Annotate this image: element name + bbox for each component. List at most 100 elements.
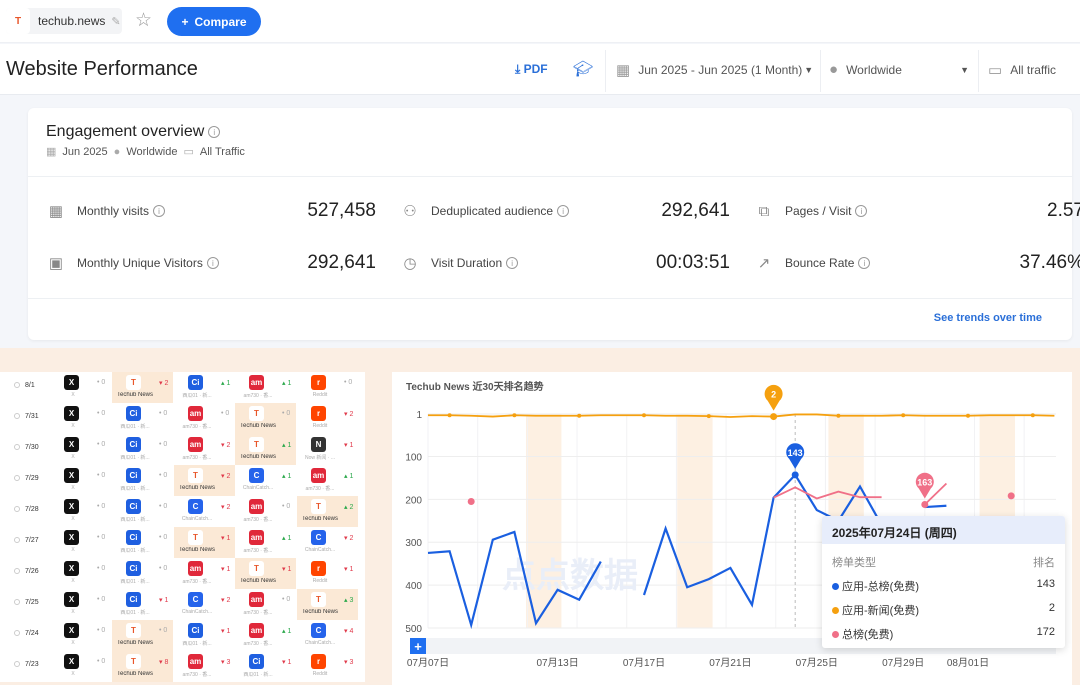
rank-cell[interactable]: am am730 · 香... ▴ 1: [235, 372, 296, 403]
rank-cell[interactable]: T Techub News • 0: [235, 403, 296, 434]
rank-cell[interactable]: am am730 · 香... • 0: [174, 403, 235, 434]
info-icon[interactable]: i: [858, 257, 871, 269]
rank-cell[interactable]: Ci 西瓜01 · 新... • 0: [112, 403, 173, 434]
rank-cell[interactable]: r Reddit • 0: [297, 372, 358, 403]
date-label: 7/28: [25, 506, 39, 513]
rank-cell[interactable]: T Techub News ▾ 2: [112, 372, 173, 403]
checkbox[interactable]: [14, 661, 20, 668]
rank-cell[interactable]: am am730 · 香... ▾ 1: [174, 558, 235, 589]
metric-value: 37.46%: [1019, 252, 1080, 273]
rank-cell[interactable]: am am730 · 香... • 0: [235, 496, 296, 527]
site-chip[interactable]: T techub.news ✎: [6, 8, 122, 34]
devices-icon: ▭: [988, 62, 1003, 79]
rank-cell[interactable]: X X • 0: [50, 558, 111, 589]
rank-cell[interactable]: C ChainCatch... ▾ 2: [174, 589, 235, 620]
graduation-cap-icon[interactable]: 🎓︎: [573, 61, 594, 78]
rank-cell[interactable]: X X • 0: [50, 527, 111, 558]
metric-label: Monthly Unique Visitors: [77, 256, 203, 270]
checkbox[interactable]: [14, 568, 20, 575]
info-icon[interactable]: i: [208, 125, 221, 138]
info-icon[interactable]: i: [153, 205, 166, 217]
rank-cell[interactable]: Ci 西瓜01 · 新... ▾ 1: [112, 589, 173, 620]
checkbox[interactable]: [14, 382, 20, 389]
row-date[interactable]: 8/1: [14, 382, 35, 389]
rank-cell[interactable]: T Techub News ▴ 1: [235, 434, 296, 465]
row-date[interactable]: 7/24: [14, 630, 39, 637]
rank-cell[interactable]: Ci 西瓜01 · 新... • 0: [112, 434, 173, 465]
rank-cell[interactable]: C ChainCatch... ▾ 2: [174, 496, 235, 527]
rank-cell[interactable]: T Techub News • 0: [112, 620, 173, 651]
rank-cell[interactable]: Ci 西瓜01 · 新... • 0: [112, 558, 173, 589]
row-date[interactable]: 7/31: [14, 413, 39, 420]
info-icon[interactable]: i: [557, 205, 570, 217]
checkbox[interactable]: [14, 537, 20, 544]
slider-handle[interactable]: [410, 638, 426, 654]
rank-cell[interactable]: Ci 西瓜01 · 新... ▾ 1: [235, 651, 296, 682]
compare-button[interactable]: + Compare: [167, 7, 261, 36]
rank-cell[interactable]: X X • 0: [50, 465, 111, 496]
change-down-icon: ▾: [344, 628, 348, 635]
row-date[interactable]: 7/25: [14, 599, 39, 606]
rank-cell[interactable]: T Techub News ▴ 2: [297, 496, 358, 527]
rank-cell[interactable]: C ChainCatch... ▴ 1: [235, 465, 296, 496]
info-icon[interactable]: i: [506, 257, 519, 269]
row-date[interactable]: 7/28: [14, 506, 39, 513]
checkbox[interactable]: [14, 444, 20, 451]
rank-cell[interactable]: T Techub News ▾ 2: [174, 465, 235, 496]
checkbox[interactable]: [14, 630, 20, 637]
row-date[interactable]: 7/26: [14, 568, 39, 575]
rank-cell[interactable]: r Reddit ▾ 3: [297, 651, 358, 682]
rank-cell[interactable]: am am730 · 香... ▴ 1: [235, 620, 296, 651]
rank-cell[interactable]: Ci 西瓜01 · 新... • 0: [112, 465, 173, 496]
rank-cell[interactable]: am am730 · 香... • 0: [235, 589, 296, 620]
change-flat-icon: •: [159, 472, 162, 479]
rank-cell[interactable]: T Techub News ▾ 1: [235, 558, 296, 589]
app-icon-am730: am: [188, 406, 203, 421]
country-dropdown[interactable]: ● Worldwide ▼: [829, 61, 969, 78]
rank-change: ▾ 1: [221, 565, 230, 573]
rank-cell[interactable]: am am730 · 香... ▴ 1: [235, 527, 296, 558]
pdf-button[interactable]: ⤓ PDF: [515, 62, 548, 77]
row-date[interactable]: 7/30: [14, 444, 39, 451]
star-icon[interactable]: ☆: [135, 10, 153, 31]
rank-cell[interactable]: am am730 · 香... ▾ 2: [174, 434, 235, 465]
rank-cell[interactable]: am am730 · 香... ▾ 3: [174, 651, 235, 682]
info-icon[interactable]: i: [855, 205, 868, 217]
row-date[interactable]: 7/23: [14, 661, 39, 668]
rank-cell[interactable]: Ci 西瓜01 · 新... • 0: [112, 527, 173, 558]
rank-cell[interactable]: X X • 0: [50, 620, 111, 651]
edit-pencil-icon[interactable]: ✎: [111, 15, 121, 28]
rank-cell[interactable]: X X • 0: [50, 372, 111, 403]
rank-cell[interactable]: C ChainCatch... ▾ 2: [297, 527, 358, 558]
row-date[interactable]: 7/29: [14, 475, 39, 482]
rank-cell[interactable]: X X • 0: [50, 403, 111, 434]
rank-cell[interactable]: am am730 · 香... ▴ 1: [297, 465, 358, 496]
row-date[interactable]: 7/27: [14, 537, 39, 544]
tooltip-row: 应用-新闻(免费) 2: [822, 594, 1065, 618]
date-range-dropdown[interactable]: ▦ Jun 2025 - Jun 2025 (1 Month) ▼: [616, 61, 813, 79]
divider: [605, 50, 606, 92]
rank-cell[interactable]: T Techub News ▾ 1: [174, 527, 235, 558]
change-down-icon: ▾: [159, 597, 163, 604]
rank-cell[interactable]: Ci 西瓜01 · 新... ▾ 1: [174, 620, 235, 651]
rank-cell[interactable]: N Now 新闻 · ... ▾ 1: [297, 434, 358, 465]
rank-cell[interactable]: T Techub News ▾ 8: [112, 651, 173, 682]
rank-cell[interactable]: r Reddit ▾ 1: [297, 558, 358, 589]
checkbox[interactable]: [14, 475, 20, 482]
rank-cell[interactable]: Ci 西瓜01 · 新... • 0: [112, 496, 173, 527]
bounce-icon: ↗: [757, 255, 771, 272]
info-icon[interactable]: i: [206, 257, 219, 269]
traffic-dropdown[interactable]: ▭ All traffic: [988, 61, 1056, 79]
rank-cell[interactable]: X X • 0: [50, 589, 111, 620]
checkbox[interactable]: [14, 506, 20, 513]
rank-cell[interactable]: Ci 西瓜01 · 新... ▴ 1: [174, 372, 235, 403]
rank-cell[interactable]: X X • 0: [50, 496, 111, 527]
rank-cell[interactable]: X X • 0: [50, 651, 111, 682]
checkbox[interactable]: [14, 599, 20, 606]
see-trends-link[interactable]: See trends over time: [933, 312, 1042, 324]
rank-cell[interactable]: r Reddit ▾ 2: [297, 403, 358, 434]
rank-cell[interactable]: T Techub News ▴ 3: [297, 589, 358, 620]
rank-cell[interactable]: C ChainCatch... ▾ 4: [297, 620, 358, 651]
rank-cell[interactable]: X X • 0: [50, 434, 111, 465]
checkbox[interactable]: [14, 413, 20, 420]
